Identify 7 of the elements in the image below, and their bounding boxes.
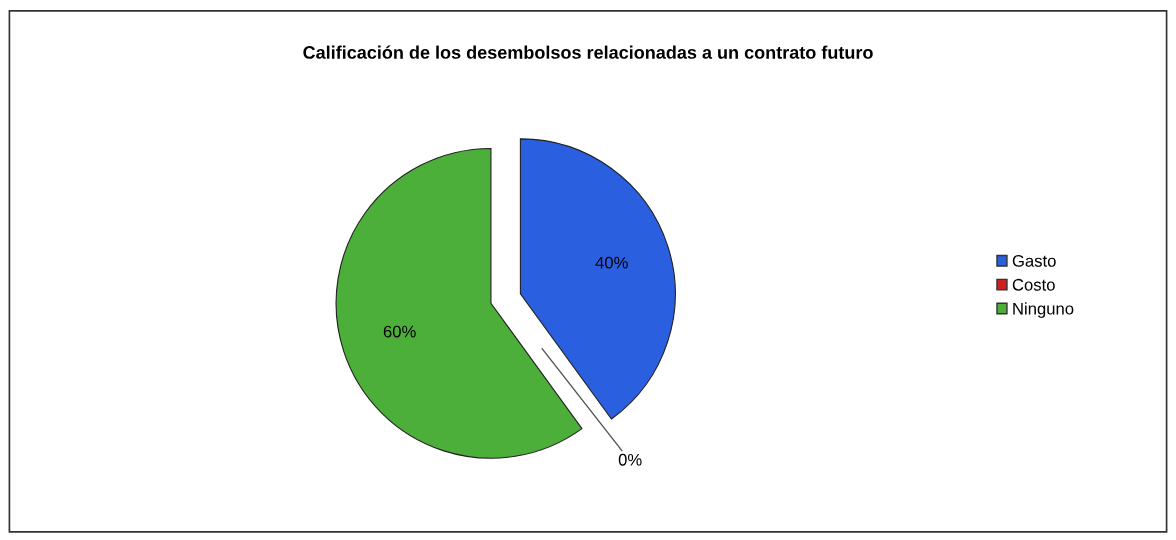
chart-title: Calificación de los desembolsos relacionadas a un contrato futuro <box>303 45 873 59</box>
legend-label: Gasto <box>1012 255 1056 267</box>
data-label: 40% <box>595 256 628 269</box>
legend-label: Ninguno <box>1013 302 1074 318</box>
data-label: 60% <box>383 325 416 338</box>
text: 0% <box>618 453 642 466</box>
legend-label: Costo <box>1012 278 1055 291</box>
